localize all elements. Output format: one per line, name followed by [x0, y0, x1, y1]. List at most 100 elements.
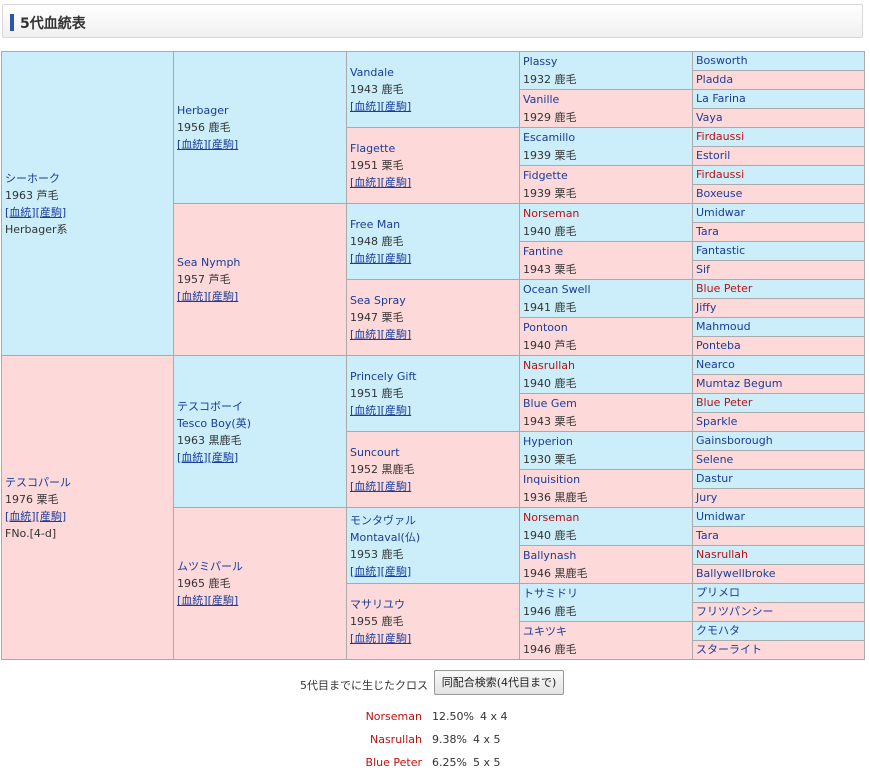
horse-name-link[interactable]: Pontoon: [523, 320, 568, 334]
horse-name-link[interactable]: Princely Gift: [350, 370, 417, 383]
horse-name-link[interactable]: Vandale: [350, 66, 394, 79]
horse-name-link[interactable]: スターライト: [696, 643, 762, 656]
horse-name-link[interactable]: Gainsborough: [696, 434, 773, 447]
horse-name-link[interactable]: ムツミパール: [177, 560, 243, 573]
horse-pedigree-link[interactable]: [血統]: [177, 594, 208, 607]
horse-name-link[interactable]: Fantastic: [696, 244, 746, 257]
horse-name-link[interactable]: Estoril: [696, 149, 731, 162]
horse-produce-link[interactable]: [産駒]: [380, 404, 412, 417]
horse-produce-link[interactable]: [産駒]: [380, 176, 412, 189]
horse-produce-link[interactable]: [産駒]: [207, 594, 239, 607]
horse-produce-link[interactable]: [産駒]: [380, 480, 412, 493]
pedigree-cell: Nearco: [692, 355, 865, 375]
horse-pedigree-link[interactable]: [血統]: [350, 564, 381, 578]
horse-produce-link[interactable]: [産駒]: [380, 564, 412, 578]
horse-name-link[interactable]: Blue Peter: [696, 282, 753, 295]
horse-pedigree-link[interactable]: [血統]: [350, 480, 381, 493]
horse-name-link[interactable]: Herbager: [177, 104, 229, 117]
horse-name-link[interactable]: テスコボーイ: [177, 399, 243, 413]
horse-name-link[interactable]: Bosworth: [696, 54, 748, 67]
horse-pedigree-link[interactable]: [血統]: [177, 138, 208, 151]
cross-horse-link[interactable]: Norseman: [365, 710, 422, 723]
horse-produce-link[interactable]: [産駒]: [380, 252, 412, 265]
cross-horse-link[interactable]: Nasrullah: [369, 733, 422, 746]
horse-name-link[interactable]: Sif: [696, 263, 710, 276]
horse-produce-link[interactable]: [産駒]: [207, 138, 239, 151]
horse-name-link[interactable]: Umidwar: [696, 510, 746, 523]
horse-name-link[interactable]: Vaya: [696, 111, 723, 124]
horse-name-link[interactable]: Ballynash: [523, 548, 577, 562]
horse-name-link[interactable]: Jury: [696, 491, 718, 504]
sire-pedigree-link[interactable]: [血統]: [5, 205, 36, 219]
pedigree-cell: Norseman 1940 鹿毛: [519, 507, 693, 546]
horse-name-link[interactable]: Tara: [696, 225, 719, 238]
horse-produce-link[interactable]: [産駒]: [207, 290, 239, 303]
horse-pedigree-link[interactable]: [血統]: [350, 176, 381, 189]
dam-produce-link[interactable]: [産駒]: [35, 509, 67, 523]
horse-pedigree-link[interactable]: [血統]: [350, 100, 381, 113]
horse-name-link[interactable]: La Farina: [696, 92, 746, 105]
horse-pedigree-link[interactable]: [血統]: [177, 290, 208, 303]
horse-name-link[interactable]: Umidwar: [696, 206, 746, 219]
horse-name-link[interactable]: Mahmoud: [696, 320, 751, 333]
horse-name-link[interactable]: Nasrullah: [696, 548, 749, 561]
horse-name-link[interactable]: Norseman: [523, 206, 580, 220]
horse-name-link[interactable]: Mumtaz Begum: [696, 377, 783, 390]
horse-produce-link[interactable]: [産駒]: [207, 450, 239, 464]
horse-name-link[interactable]: Vanille: [523, 92, 560, 106]
horse-name-link[interactable]: Norseman: [523, 510, 580, 524]
horse-name-link[interactable]: Sea Nymph: [177, 256, 241, 269]
sire-name-link[interactable]: シーホーク: [5, 171, 60, 185]
horse-name-link[interactable]: Firdaussi: [696, 130, 745, 143]
cross-horse-link[interactable]: Blue Peter: [365, 756, 422, 769]
horse-name-link[interactable]: Blue Peter: [696, 396, 753, 409]
horse-name-link[interactable]: Suncourt: [350, 446, 400, 459]
section-header: 5代血統表: [2, 4, 863, 38]
horse-pedigree-link[interactable]: [血統]: [350, 252, 381, 265]
pedigree-row: ユキツキ 1946 鹿毛 クモハタ: [2, 621, 865, 660]
horse-name-link[interactable]: Nasrullah: [523, 358, 576, 372]
horse-produce-link[interactable]: [産駒]: [380, 100, 412, 113]
horse-name-link[interactable]: Ballywellbroke: [696, 567, 776, 580]
horse-name-link[interactable]: Boxeuse: [696, 187, 743, 200]
horse-name-link[interactable]: Plassy: [523, 54, 558, 68]
horse-pedigree-link[interactable]: [血統]: [177, 450, 208, 464]
horse-name-link[interactable]: Hyperion: [523, 434, 573, 448]
horse-name-link[interactable]: Sparkle: [696, 415, 738, 428]
horse-name-link[interactable]: Firdaussi: [696, 168, 745, 181]
horse-name-link[interactable]: プリメロ: [696, 586, 740, 599]
horse-name-link[interactable]: Nearco: [696, 358, 735, 371]
horse-name-link[interactable]: Ponteba: [696, 339, 741, 352]
horse-name-link[interactable]: Jiffy: [696, 301, 717, 314]
horse-name-link[interactable]: クモハタ: [696, 624, 740, 637]
horse-name-link[interactable]: トサミドリ: [523, 586, 578, 600]
horse-name-link[interactable]: Tara: [696, 529, 719, 542]
horse-name-link[interactable]: Dastur: [696, 472, 733, 485]
horse-name-link[interactable]: Fantine: [523, 244, 564, 258]
horse-name-link[interactable]: Free Man: [350, 218, 401, 231]
horse-name-link[interactable]: Inquisition: [523, 472, 581, 486]
horse-produce-link[interactable]: [産駒]: [380, 632, 412, 645]
section-title: 5代血統表: [20, 16, 86, 32]
horse-name-link[interactable]: ユキツキ: [523, 624, 567, 638]
sire-produce-link[interactable]: [産駒]: [35, 205, 67, 219]
horse-name-link[interactable]: Sea Spray: [350, 294, 406, 307]
similar-mating-search-button[interactable]: 同配合検索(4代目まで): [434, 670, 564, 695]
dam-name-link[interactable]: テスコパール: [5, 475, 71, 489]
horse-produce-link[interactable]: [産駒]: [380, 328, 412, 341]
horse-name-link[interactable]: Pladda: [696, 73, 734, 86]
horse-name-link[interactable]: モンタヴァル: [350, 513, 416, 527]
horse-pedigree-link[interactable]: [血統]: [350, 632, 381, 645]
horse-name-link[interactable]: Fidgette: [523, 168, 568, 182]
horse-pedigree-link[interactable]: [血統]: [350, 328, 381, 341]
horse-name-link[interactable]: Flagette: [350, 142, 396, 155]
dam-pedigree-link[interactable]: [血統]: [5, 509, 36, 523]
horse-name-link[interactable]: マサリユウ: [350, 598, 405, 611]
horse-name-link[interactable]: Blue Gem: [523, 396, 577, 410]
horse-name-link[interactable]: Selene: [696, 453, 734, 466]
horse-name-link[interactable]: フリツパンシー: [696, 605, 774, 618]
horse-name-link[interactable]: Ocean Swell: [523, 282, 591, 296]
horse-pedigree-link[interactable]: [血統]: [350, 404, 381, 417]
cross-percentage: 12.50% 4 x 4: [432, 710, 507, 723]
horse-name-link[interactable]: Escamillo: [523, 130, 576, 144]
